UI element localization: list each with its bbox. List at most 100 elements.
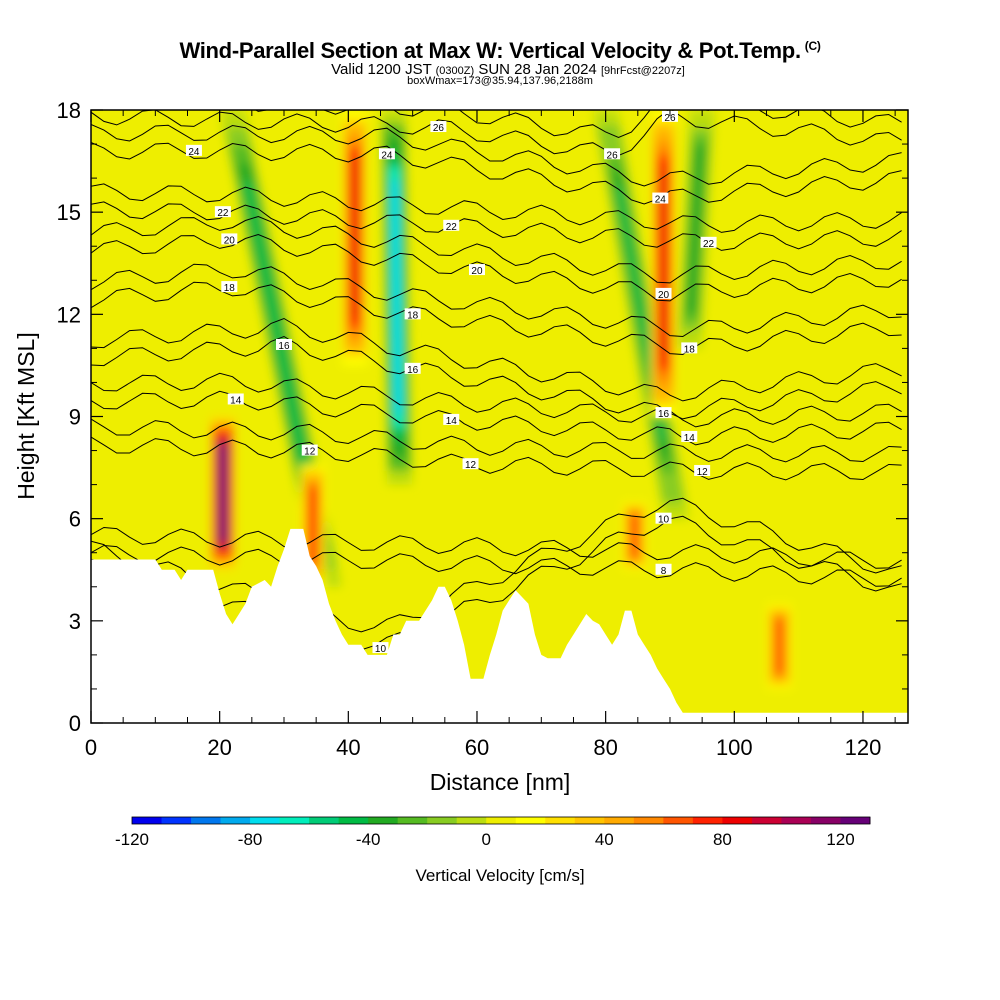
contour-label-bg bbox=[655, 512, 672, 524]
contour-label-bg bbox=[462, 458, 479, 470]
y-tick-label: 12 bbox=[57, 302, 81, 327]
contour-label-bg bbox=[221, 233, 238, 245]
contour-label-text: 22 bbox=[446, 222, 458, 233]
chart-title-block: Wind-Parallel Section at Max W: Vertical… bbox=[0, 38, 1000, 87]
theta-contour bbox=[91, 335, 902, 420]
contour-label: 18 bbox=[681, 342, 698, 355]
contour-label-text: 14 bbox=[684, 433, 696, 444]
colorbar-swatch bbox=[810, 817, 841, 824]
colorbar-swatch bbox=[604, 817, 635, 824]
contour-label-text: 22 bbox=[703, 239, 715, 250]
contour-label-bg bbox=[443, 413, 460, 425]
contour-label: 22 bbox=[700, 236, 717, 250]
colorbar-swatch bbox=[368, 817, 399, 824]
contour-label: 26 bbox=[661, 110, 678, 124]
contour-label-bg bbox=[221, 281, 238, 293]
contour-label: 16 bbox=[404, 362, 421, 376]
contour-label-bg bbox=[655, 287, 672, 299]
downdraft-band bbox=[687, 154, 704, 304]
theta-contour bbox=[91, 281, 902, 356]
contour-label-text: 22 bbox=[217, 208, 229, 219]
colorbar-swatch bbox=[574, 817, 605, 824]
contour-label: 12 bbox=[694, 464, 711, 478]
y-tick-label: 9 bbox=[69, 405, 81, 430]
theta-contour bbox=[91, 418, 902, 463]
contour-label: 22 bbox=[214, 206, 231, 219]
contour-label: 14 bbox=[443, 413, 460, 427]
contour-label-text: 24 bbox=[188, 147, 200, 158]
valid-forecast: [9hrFcst@2207z] bbox=[600, 65, 685, 77]
contour-label: 26 bbox=[604, 148, 621, 161]
theta-contour bbox=[91, 372, 902, 428]
colorbar-swatch bbox=[692, 817, 723, 824]
contour-label: 22 bbox=[443, 219, 460, 233]
contour-label-bg bbox=[214, 206, 231, 218]
contour-label: 10 bbox=[372, 642, 389, 655]
contour-label-text: 16 bbox=[407, 365, 419, 376]
contour-label: 8 bbox=[655, 563, 672, 577]
contour-label-bg bbox=[468, 264, 485, 276]
colorbar-frame bbox=[131, 816, 871, 825]
contour-label: 24 bbox=[652, 192, 669, 206]
colorbar-swatch bbox=[427, 817, 458, 824]
contour-label: 16 bbox=[655, 407, 672, 420]
colorbar-tick-label: 80 bbox=[713, 830, 732, 849]
contour-label-text: 20 bbox=[471, 266, 483, 277]
colorbar-swatch bbox=[161, 817, 192, 824]
colorbar-swatch bbox=[220, 817, 251, 824]
contour-label-bg bbox=[372, 642, 389, 654]
contour-label-text: 24 bbox=[381, 150, 393, 161]
contour-label-bg bbox=[227, 393, 244, 405]
contour-label: 20 bbox=[468, 264, 485, 277]
contour-label-text: 8 bbox=[661, 566, 667, 577]
theta-contour bbox=[91, 515, 902, 651]
colorbar-tick-label: -80 bbox=[238, 830, 263, 849]
updraft-band bbox=[659, 167, 668, 359]
theta-contour bbox=[91, 123, 902, 187]
contour-label: 20 bbox=[655, 287, 672, 301]
valid-date: SUN 28 Jan 2024 bbox=[478, 61, 597, 78]
x-axis-label: Distance [nm] bbox=[430, 769, 571, 795]
contour-label-text: 12 bbox=[697, 467, 709, 478]
theta-contour bbox=[91, 215, 902, 284]
contour-label: 18 bbox=[221, 281, 238, 294]
terrain-mask bbox=[91, 528, 908, 723]
contour-label-text: 12 bbox=[304, 447, 316, 458]
axes: 0 20 40 60 80 100 120 0 3 6 9 12 15 18 bbox=[57, 98, 908, 760]
contour-label: 12 bbox=[301, 444, 318, 458]
contour-label-bg bbox=[275, 338, 292, 350]
updraft-band bbox=[630, 514, 639, 557]
x-tick-label: 40 bbox=[336, 735, 360, 760]
contour-label: 24 bbox=[378, 148, 395, 161]
theta-contour bbox=[91, 390, 902, 446]
y-tick-label: 6 bbox=[69, 507, 81, 532]
contour-label-bg bbox=[661, 110, 678, 122]
y-tick-label: 3 bbox=[69, 609, 81, 634]
x-tick-label: 80 bbox=[593, 735, 617, 760]
colorbar-swatch bbox=[781, 817, 812, 824]
colorbar: -120 -80 -40 0 40 80 120 bbox=[115, 816, 871, 849]
colorbar-swatch bbox=[250, 817, 281, 824]
colorbar-tick-label: -40 bbox=[356, 830, 381, 849]
theta-contour bbox=[91, 141, 902, 205]
contour-label: 16 bbox=[275, 338, 292, 352]
colorbar-swatch bbox=[486, 817, 517, 824]
x-tick-label: 100 bbox=[716, 735, 753, 760]
valid-utc: (0300Z) bbox=[435, 65, 475, 77]
contour-label-text: 14 bbox=[446, 416, 458, 427]
colorbar-swatch bbox=[456, 817, 487, 824]
x-tick-label: 60 bbox=[465, 735, 489, 760]
contour-label: 14 bbox=[227, 393, 244, 406]
colorbar-swatch bbox=[309, 817, 340, 824]
theta-contour bbox=[91, 544, 902, 587]
contour-label-text: 26 bbox=[607, 150, 619, 161]
contour-label-bg bbox=[378, 148, 395, 160]
colorbar-swatch bbox=[663, 817, 694, 824]
theta-contour bbox=[91, 183, 902, 233]
colorbar-tick-label: 0 bbox=[481, 830, 490, 849]
updraft-band bbox=[309, 487, 317, 564]
copyright-mark: (C) bbox=[804, 38, 821, 53]
x-tick-label: 0 bbox=[85, 735, 97, 760]
colorbar-swatch bbox=[722, 817, 753, 824]
